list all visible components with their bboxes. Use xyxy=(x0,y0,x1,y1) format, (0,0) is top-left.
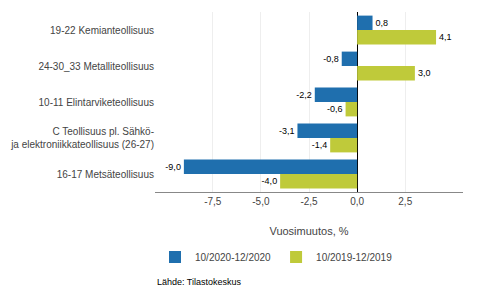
svg-text:-0,8: -0,8 xyxy=(323,54,339,64)
svg-text:-9,0: -9,0 xyxy=(165,162,181,172)
svg-text:-2,5: -2,5 xyxy=(300,196,318,207)
svg-text:-0,6: -0,6 xyxy=(327,104,343,114)
svg-text:-3,1: -3,1 xyxy=(279,126,295,136)
svg-text:4,1: 4,1 xyxy=(439,32,452,42)
svg-text:19-22 Kemianteollisuus: 19-22 Kemianteollisuus xyxy=(50,25,154,36)
svg-text:0,8: 0,8 xyxy=(376,18,389,28)
svg-text:-2,2: -2,2 xyxy=(296,90,312,100)
svg-text:0,0: 0,0 xyxy=(350,196,364,207)
svg-text:-5,0: -5,0 xyxy=(252,196,270,207)
svg-text:16-17 Metsäteollisuus: 16-17 Metsäteollisuus xyxy=(57,169,154,180)
svg-text:3,0: 3,0 xyxy=(418,68,431,78)
svg-text:10/2019-12/2019: 10/2019-12/2019 xyxy=(316,252,392,263)
svg-text:10/2020-12/2020: 10/2020-12/2020 xyxy=(195,252,271,263)
svg-text:Lähde: Tilastokeskus: Lähde: Tilastokeskus xyxy=(157,277,242,287)
svg-text:-4,0: -4,0 xyxy=(262,176,278,186)
svg-text:-7,5: -7,5 xyxy=(204,196,222,207)
svg-text:2,5: 2,5 xyxy=(398,196,412,207)
svg-text:C Teollisuus pl. Sähkö-ja elek: C Teollisuus pl. Sähkö-ja elektroniikkat… xyxy=(10,126,154,150)
svg-text:-1,4: -1,4 xyxy=(312,140,328,150)
svg-text:10-11 Elintarviketeollisuus: 10-11 Elintarviketeollisuus xyxy=(39,97,154,108)
svg-text:Vuosimuutos, %: Vuosimuutos, % xyxy=(269,225,348,237)
svg-text:24-30_33 Metalliteollisuus: 24-30_33 Metalliteollisuus xyxy=(38,61,154,72)
